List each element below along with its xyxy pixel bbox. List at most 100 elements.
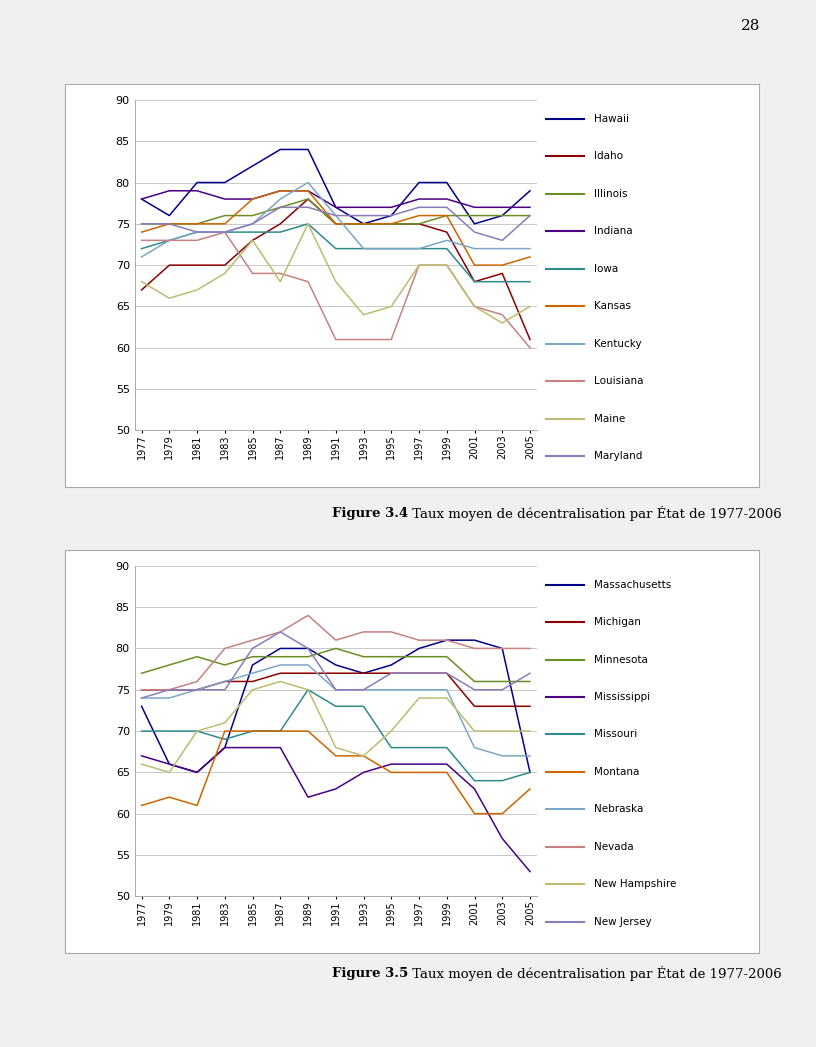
Illinois	[470, 209, 480, 222]
Indiana	[330, 201, 340, 214]
New Hampshire	[470, 725, 480, 737]
Illinois	[387, 218, 397, 230]
Maine	[497, 316, 507, 329]
Illinois	[276, 201, 286, 214]
Text: Massachusetts: Massachusetts	[594, 580, 672, 589]
Indiana	[276, 184, 286, 197]
Mississippi	[276, 741, 286, 754]
Nevada	[526, 642, 535, 654]
Illinois	[330, 218, 340, 230]
Maryland	[276, 201, 286, 214]
Montana	[304, 725, 313, 737]
Hawaii	[359, 218, 369, 230]
Nebraska	[442, 684, 452, 696]
Iowa	[387, 242, 397, 254]
Idaho	[304, 193, 313, 205]
Maryland	[304, 201, 313, 214]
Indiana	[414, 193, 424, 205]
Nebraska	[414, 684, 424, 696]
Maryland	[359, 209, 369, 222]
Montana	[414, 766, 424, 779]
Louisiana	[470, 300, 480, 313]
Minnesota	[470, 675, 480, 688]
Missouri	[164, 725, 174, 737]
Mississippi	[193, 766, 202, 779]
Line: Maryland: Maryland	[142, 207, 530, 241]
New Jersey	[330, 684, 340, 696]
Minnesota	[304, 650, 313, 663]
Text: Mississippi: Mississippi	[594, 692, 650, 701]
New Hampshire	[247, 684, 257, 696]
Minnesota	[330, 642, 340, 654]
Missouri	[276, 725, 286, 737]
Line: Mississippi: Mississippi	[142, 748, 530, 871]
Hawaii	[164, 209, 174, 222]
Indiana	[247, 193, 257, 205]
New Jersey	[220, 684, 230, 696]
New Jersey	[414, 667, 424, 680]
Idaho	[247, 235, 257, 247]
Missouri	[526, 766, 535, 779]
Nevada	[470, 642, 480, 654]
Idaho	[193, 259, 202, 271]
Mississippi	[330, 782, 340, 795]
Montana	[193, 799, 202, 811]
Nevada	[193, 675, 202, 688]
Louisiana	[220, 226, 230, 239]
Text: New Hampshire: New Hampshire	[594, 879, 676, 890]
Iowa	[193, 226, 202, 239]
Idaho	[276, 218, 286, 230]
Idaho	[164, 259, 174, 271]
Illinois	[497, 209, 507, 222]
Kentucky	[193, 226, 202, 239]
Maine	[247, 235, 257, 247]
Minnesota	[526, 675, 535, 688]
Iowa	[359, 242, 369, 254]
Nevada	[414, 633, 424, 646]
Kansas	[387, 218, 397, 230]
Indiana	[359, 201, 369, 214]
Nebraska	[220, 675, 230, 688]
Line: Kentucky: Kentucky	[142, 182, 530, 257]
Nevada	[387, 626, 397, 639]
Kentucky	[470, 242, 480, 254]
Idaho	[442, 226, 452, 239]
Kentucky	[414, 242, 424, 254]
Mississippi	[414, 758, 424, 771]
Indiana	[387, 201, 397, 214]
Idaho	[387, 218, 397, 230]
Line: Nevada: Nevada	[142, 616, 530, 690]
Kentucky	[442, 235, 452, 247]
Nebraska	[497, 750, 507, 762]
New Jersey	[276, 626, 286, 639]
Louisiana	[164, 235, 174, 247]
Michigan	[387, 667, 397, 680]
Kentucky	[247, 218, 257, 230]
Mississippi	[470, 782, 480, 795]
Massachusetts	[497, 642, 507, 654]
Michigan	[470, 700, 480, 713]
Iowa	[526, 275, 535, 288]
Text: New Jersey: New Jersey	[594, 917, 652, 927]
Michigan	[526, 700, 535, 713]
Kentucky	[526, 242, 535, 254]
New Hampshire	[359, 750, 369, 762]
New Hampshire	[137, 758, 147, 771]
New Jersey	[164, 684, 174, 696]
Line: Maine: Maine	[142, 224, 530, 322]
Louisiana	[359, 333, 369, 346]
Text: Nebraska: Nebraska	[594, 804, 644, 815]
Mississippi	[247, 741, 257, 754]
Montana	[276, 725, 286, 737]
Nevada	[164, 684, 174, 696]
Illinois	[442, 209, 452, 222]
New Jersey	[442, 667, 452, 680]
Missouri	[497, 775, 507, 787]
Line: New Jersey: New Jersey	[142, 632, 530, 698]
Louisiana	[497, 309, 507, 321]
Text: Figure 3.4: Figure 3.4	[332, 507, 408, 519]
Montana	[247, 725, 257, 737]
Text: Maryland: Maryland	[594, 451, 642, 461]
Line: Montana: Montana	[142, 731, 530, 814]
Maryland	[497, 235, 507, 247]
